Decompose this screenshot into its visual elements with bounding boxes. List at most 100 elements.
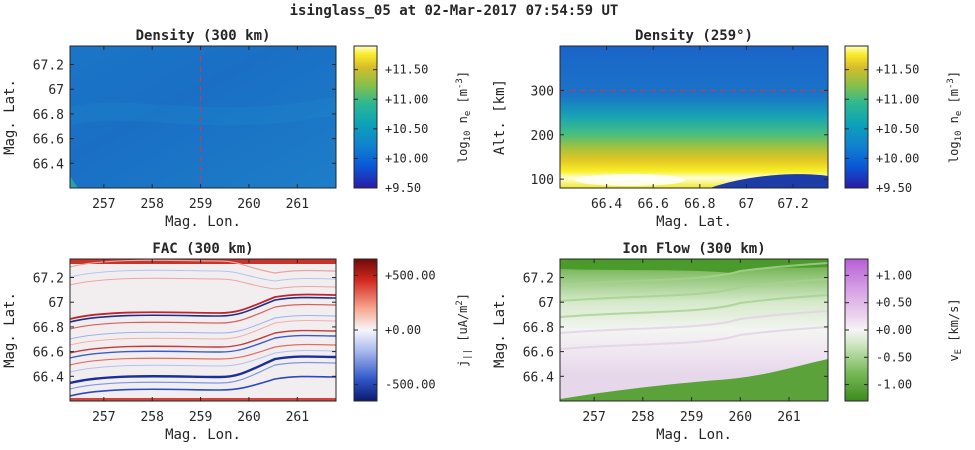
colorbar-frame (353, 45, 378, 189)
panel-3: FAC (300 km) 257 258 259 260 261 66.4 66.6 66.8 6… (2, 241, 473, 443)
label-part: log (947, 141, 961, 163)
x-tick-label: 66.6 (638, 197, 669, 212)
label-sup: 2 (455, 300, 465, 305)
y-tick-label: 66.8 (33, 108, 64, 123)
x-tick-label: 258 (631, 410, 654, 425)
y-tick-label: 300 (531, 84, 554, 99)
x-tick-label: 261 (286, 197, 309, 212)
y-tick-label: 67.2 (33, 272, 64, 287)
label-sup: -3 (455, 78, 465, 89)
panel-2: Density (259°) 66.4 66.6 66.8 67 67.2 100 200 30… (492, 28, 964, 230)
x-tick-label: 66.4 (591, 197, 622, 212)
colorbar-tick-label: +9.50 (876, 181, 912, 195)
colorbar-tick-label: +9.50 (385, 181, 421, 195)
label-part: n (456, 116, 470, 130)
y-tick-label: 66.6 (523, 346, 554, 361)
y-axis-label: Alt. [km] (492, 79, 508, 155)
colorbar-tick-label: +10.00 (385, 151, 428, 165)
y-axis-label: Mag. Lat. (2, 79, 18, 155)
label-sub: || (463, 349, 473, 360)
colorbar (354, 46, 377, 188)
label-sub: 10 (463, 131, 473, 142)
colorbar-tick-label: +11.50 (385, 63, 428, 77)
x-tick-label: 260 (237, 410, 260, 425)
y-tick-label: 67 (538, 296, 554, 311)
y-axis-label: Mag. Lat. (492, 292, 508, 368)
label-part: ] (456, 71, 470, 78)
colorbar-tick-label: -0.50 (876, 350, 912, 364)
colorbar-label: vE [km/s] (947, 298, 964, 361)
colorbar-tick-label: +10.50 (385, 122, 428, 136)
y-tick-label: 67 (48, 83, 64, 98)
colorbar-tick-label: +11.00 (876, 92, 919, 106)
label-sub: e (463, 111, 473, 116)
colorbar-tick-label: +11.00 (385, 92, 428, 106)
label-sub: e (954, 111, 964, 116)
colorbar-tick-label: +500.00 (385, 268, 436, 282)
label-part: [uA/m (456, 306, 470, 349)
label-part: [m (947, 89, 961, 111)
colorbar (845, 259, 868, 401)
y-tick-label: 66.8 (523, 321, 554, 336)
y-axis-label: Mag. Lat. (2, 292, 18, 368)
panel-4: Ion Flow (300 km) 257 258 259 260 261 66.4 66.6… (492, 241, 964, 443)
colorbar-tick-label: +0.50 (876, 296, 912, 310)
colorbar-label: log10 ne [m-3] (946, 71, 964, 163)
x-tick-label: 66.8 (684, 197, 715, 212)
label-part: j (456, 360, 470, 367)
colorbar (354, 259, 377, 401)
y-tick-label: 67 (48, 296, 64, 311)
x-axis-label: Mag. Lon. (656, 427, 732, 443)
colorbar-frame (844, 45, 869, 189)
panel-title: Density (300 km) (136, 28, 271, 44)
label-part: ] (947, 71, 961, 78)
plot-frame (69, 258, 337, 402)
x-tick-label: 260 (237, 197, 260, 212)
x-tick-label: 258 (140, 410, 163, 425)
x-tick-label: 257 (92, 410, 115, 425)
x-tick-label: 261 (777, 410, 800, 425)
plot-frame (69, 45, 337, 189)
colorbar-tick-label: +10.50 (876, 122, 919, 136)
x-tick-label: 257 (92, 197, 115, 212)
colorbar-tick-label: +1.00 (876, 268, 912, 282)
y-tick-label: 66.4 (33, 370, 64, 385)
colorbar-label: log10 ne [m-3] (455, 71, 473, 163)
x-axis-label: Mag. Lat. (656, 214, 732, 230)
y-tick-label: 66.6 (33, 133, 64, 148)
y-tick-label: 66.8 (33, 321, 64, 336)
colorbar-tick-label: +11.50 (876, 63, 919, 77)
y-tick-label: 67.2 (33, 59, 64, 74)
y-tick-label: 66.6 (33, 346, 64, 361)
label-part: n (947, 116, 961, 130)
y-tick-label: 66.4 (523, 370, 554, 385)
x-tick-label: 67 (739, 197, 755, 212)
label-part: log (456, 141, 470, 163)
label-sup: -3 (946, 78, 956, 89)
label-part: ] (456, 293, 470, 300)
label-part: v (947, 354, 961, 361)
panel-title: FAC (300 km) (152, 241, 253, 257)
colorbar-tick-label: -1.00 (876, 378, 912, 392)
panel-title: Ion Flow (300 km) (622, 241, 765, 257)
x-tick-label: 259 (680, 410, 703, 425)
heatmap-image (560, 259, 828, 401)
panel-1: Density (300 km) 257 258 259 260 261 66.4 66.6 6… (2, 28, 473, 230)
colorbar (845, 46, 868, 188)
x-axis-label: Mag. Lon. (165, 427, 241, 443)
figure-title: isinglass_05 at 02-Mar-2017 07:54:59 UT (290, 3, 619, 19)
x-tick-label: 258 (140, 197, 163, 212)
x-tick-label: 260 (729, 410, 752, 425)
panel-title: Density (259°) (635, 28, 753, 44)
colorbar-tick-label: +10.00 (876, 151, 919, 165)
y-tick-label: 100 (531, 173, 554, 188)
colorbar-tick-label: +0.00 (385, 323, 421, 337)
y-tick-label: 67.2 (523, 272, 554, 287)
x-tick-label: 67.2 (777, 197, 808, 212)
x-tick-label: 261 (286, 410, 309, 425)
plot-frame (559, 45, 829, 189)
y-tick-label: 66.4 (33, 157, 64, 172)
colorbar-tick-label: +0.00 (876, 323, 912, 337)
heatmap-image (70, 259, 336, 401)
